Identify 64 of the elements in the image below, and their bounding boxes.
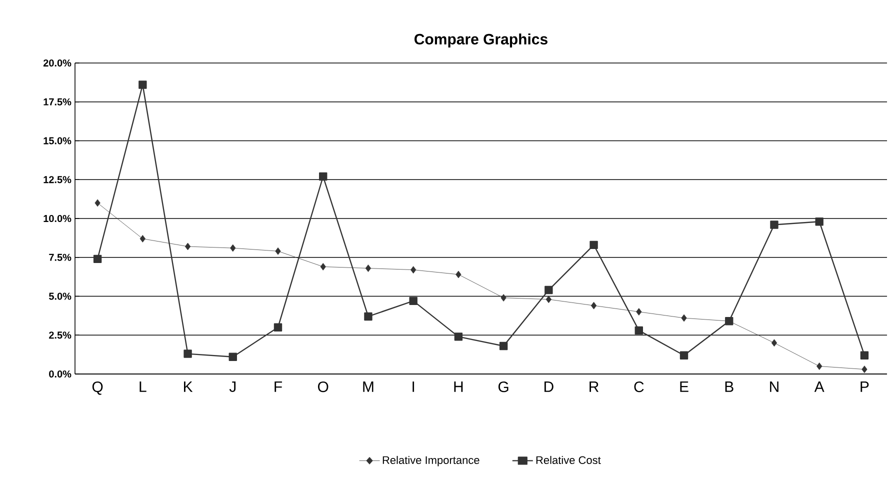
point [230,244,236,252]
x-tick-label: P [860,382,869,392]
point [862,366,868,374]
point [409,296,418,306]
point [228,352,237,361]
x-tick-label: Q [92,382,103,395]
point [544,286,553,294]
point [454,332,463,341]
point [860,351,869,360]
point [680,351,688,360]
y-tick-label: 20.0% [43,59,72,67]
point [320,263,326,270]
point [456,270,462,278]
x-tick-label: F [274,382,282,392]
point [184,350,192,358]
x-tick-label: J [229,382,236,392]
point [410,266,416,274]
point [138,80,147,89]
point [636,308,642,316]
y-tick-label: 12.5% [44,176,72,184]
x-tick-label: H [454,382,463,392]
point [681,314,687,322]
point [364,312,372,321]
point [500,294,506,302]
point [816,362,822,370]
x-tick-label: G [498,382,508,392]
y-tick-label: 5.0% [48,292,72,300]
point [546,296,552,304]
point [771,339,778,347]
y-tick-label: 17.5% [44,98,72,106]
x-tick-label: K [184,382,193,392]
point [184,242,191,250]
point [319,172,328,181]
y-tick-label: 2.5% [49,332,72,339]
y-tick-label: 10.0% [44,214,72,222]
legend-label: Relative Importance [382,456,480,466]
point [365,264,372,272]
point [140,235,146,242]
x-tick-label: D [544,382,554,392]
y-tick-label: 7.5% [49,254,72,261]
x-tick-label: C [634,382,644,392]
x-tick-label: O [318,382,328,392]
x-tick-label: E [680,382,688,392]
legend-label: Relative Cost [536,456,601,464]
point [93,254,102,264]
x-tick-label: R [590,382,598,392]
x-tick-label: L [140,382,146,392]
y-tick-label: 0.0% [49,370,72,378]
point [815,218,824,226]
chart-title: Compare Graphics [414,33,548,48]
point [274,323,282,332]
point [499,342,508,350]
x-tick-label: A [814,382,824,392]
point [634,326,643,335]
x-tick-label: N [770,382,778,392]
point [770,220,778,229]
point [590,240,598,250]
y-tick-label: 15.0% [44,137,72,144]
point [275,247,281,255]
point [590,302,597,310]
x-tick-label: I [412,382,414,392]
x-tick-label: M [363,382,374,392]
point [94,199,100,207]
x-tick-label: B [725,382,734,392]
